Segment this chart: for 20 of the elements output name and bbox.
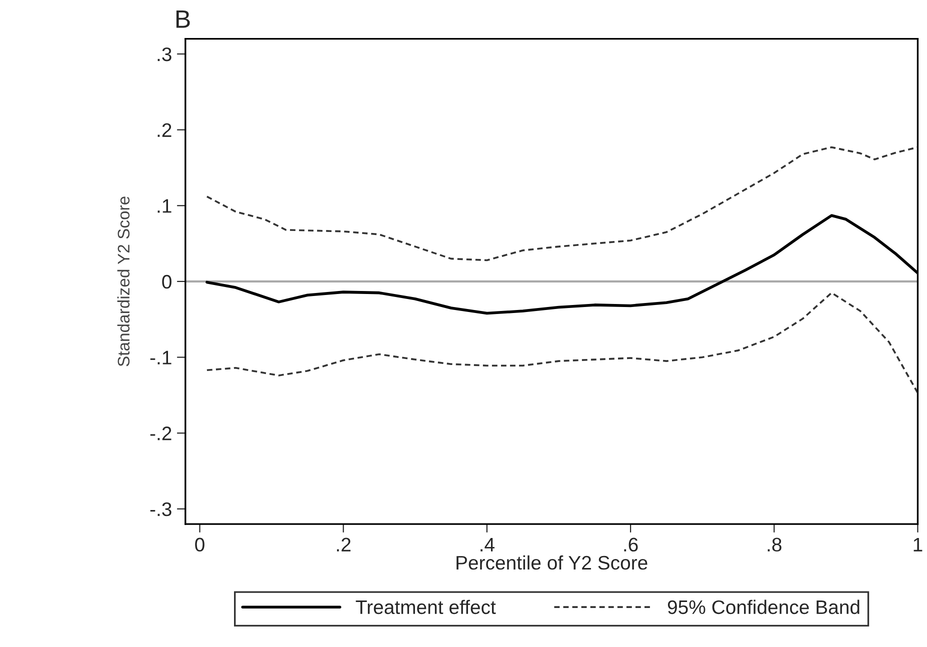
y-tick-label: .3 [158,47,172,62]
x-tick-label: 0 [195,538,204,552]
y-tick-label: .2 [158,123,172,137]
legend-label: 95% Confidence Band [668,600,860,614]
line-series [206,292,918,394]
x-tick-label: .4 [480,538,494,552]
y-tick-label: 0 [162,274,172,289]
y-tick-label: -.2 [150,426,172,440]
legend-label: Treatment effect [356,600,496,614]
y-tick-label: -.3 [150,502,172,516]
y-tick-label: .1 [158,199,172,213]
x-tick-label: 1 [914,538,922,552]
x-axis-title: Percentile of Y2 Score [456,555,648,570]
line-series [206,146,918,262]
x-tick-label: .2 [337,538,350,552]
y-axis-title: Standardized Y2 Score [117,196,130,366]
chart-title: B [176,10,190,28]
y-tick-label: -.1 [150,350,172,364]
x-tick-label: .8 [768,538,782,552]
x-tick-label: .6 [624,538,638,552]
